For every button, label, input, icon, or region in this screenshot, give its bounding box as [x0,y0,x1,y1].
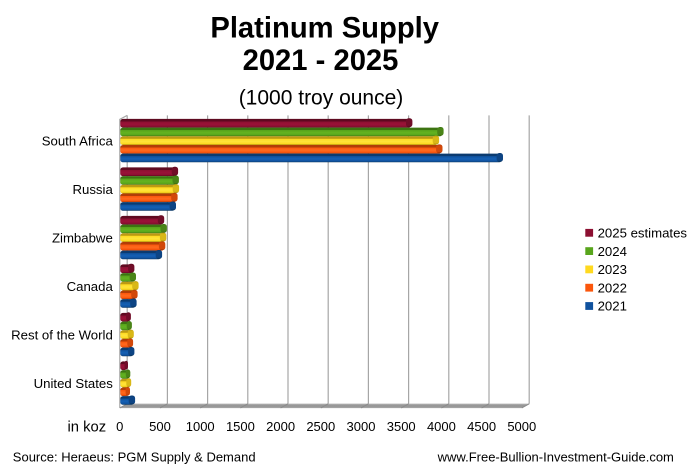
svg-text:Platinum Supply: Platinum Supply [210,13,439,45]
svg-text:Rest of the World: Rest of the World [11,327,113,342]
svg-text:Canada: Canada [67,279,114,294]
svg-text:South Africa: South Africa [42,133,114,148]
svg-text:2022: 2022 [598,280,627,295]
svg-text:1500: 1500 [226,419,255,434]
svg-text:2025 estimates: 2025 estimates [598,226,688,241]
svg-text:5000: 5000 [507,419,536,434]
svg-text:www.Free-Bullion-Investment-Gu: www.Free-Bullion-Investment-Guide.com [437,449,674,464]
svg-text:2024: 2024 [598,244,627,259]
svg-text:2021 - 2025: 2021 - 2025 [243,45,399,77]
svg-text:500: 500 [149,419,171,434]
svg-text:3000: 3000 [347,419,376,434]
svg-text:2500: 2500 [306,419,335,434]
svg-text:0: 0 [116,419,123,434]
svg-text:3500: 3500 [387,419,416,434]
svg-text:4500: 4500 [467,419,496,434]
svg-text:(1000 troy ounce): (1000 troy ounce) [239,87,404,110]
svg-text:Zimbabwe: Zimbabwe [52,230,113,245]
svg-text:in koz: in koz [67,419,106,435]
svg-text:Russia: Russia [72,182,113,197]
svg-text:2021: 2021 [598,299,627,314]
svg-text:2023: 2023 [598,262,627,277]
svg-text:United States: United States [34,376,114,391]
svg-text:2000: 2000 [266,419,295,434]
svg-text:1000: 1000 [186,419,215,434]
svg-text:4000: 4000 [427,419,456,434]
svg-text:Source: Heraeus: PGM Supply &: Source: Heraeus: PGM Supply & Demand [13,449,256,464]
